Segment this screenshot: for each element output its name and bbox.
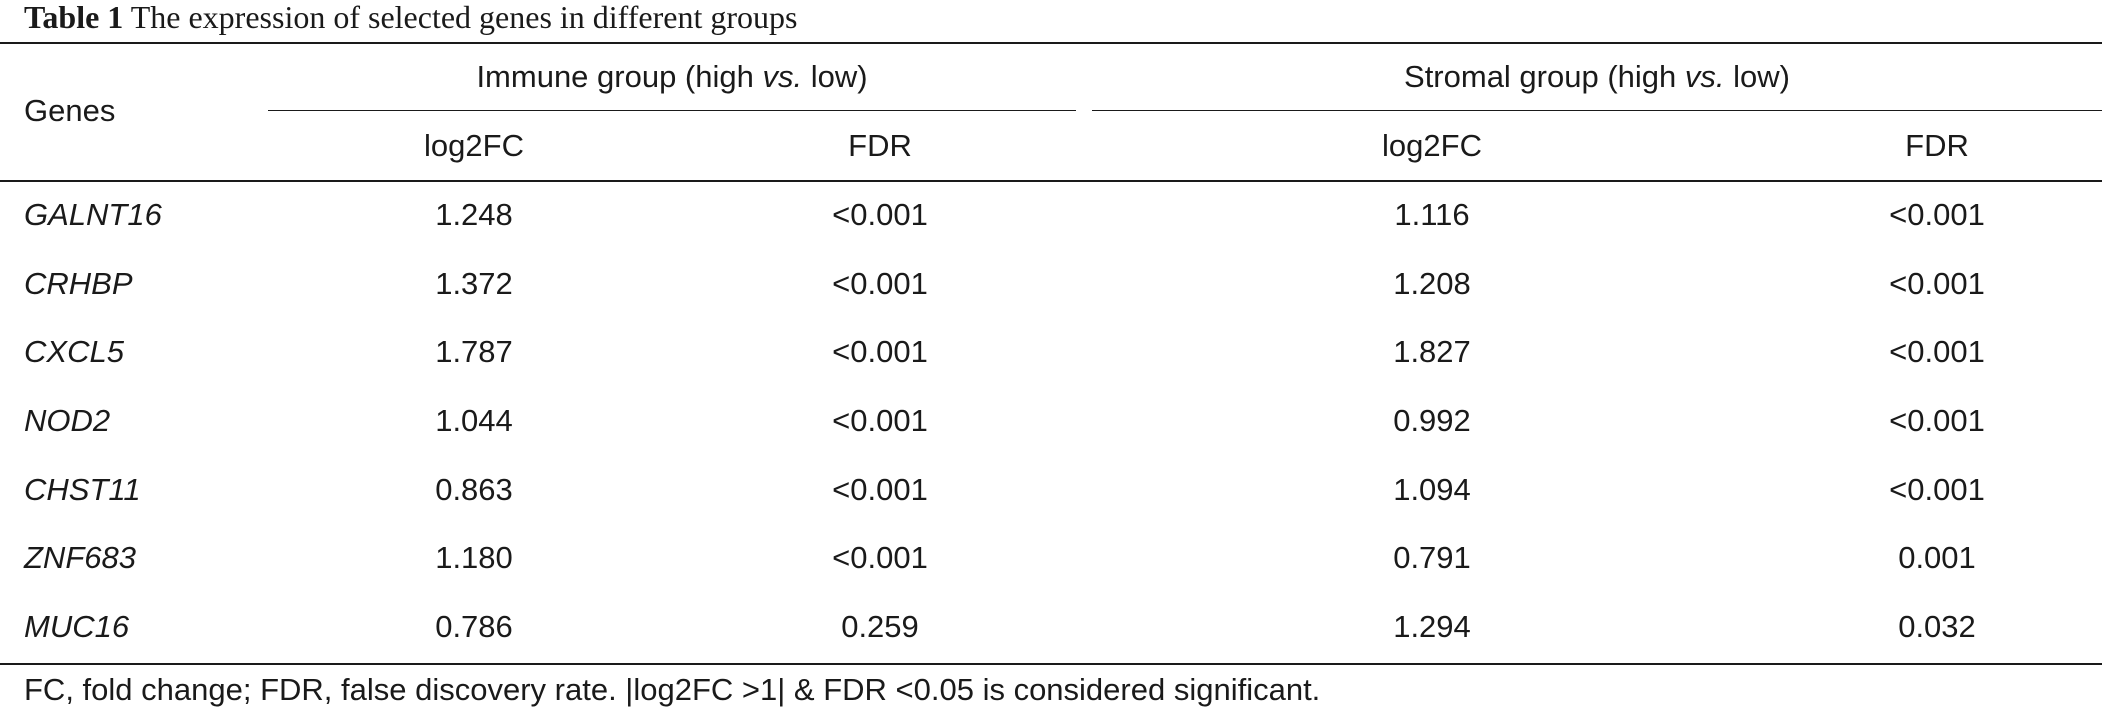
table-title: The expression of selected genes in diff… [130,0,798,35]
stromal-group-header: Stromal group (high vs. low) [1092,59,2102,95]
table-cell: 1.294 [1393,609,1471,644]
table-cell: 0.259 [841,609,919,644]
immune-group-name: Immune group (high [476,59,763,94]
table-row-gene: GALNT16 [24,197,162,232]
immune-group-vs: vs. [762,59,803,94]
table-cell: 0.791 [1393,540,1471,575]
table-cell: 1.208 [1393,266,1471,301]
table-footnote: FC, fold change; FDR, false discovery ra… [24,672,1321,707]
table-cell: 1.044 [435,403,513,438]
stromal-group-rule [1092,110,2102,111]
subheader-stromal-fdr: FDR [1905,128,1969,163]
top-rule [0,42,2102,44]
immune-group-suffix: low) [802,59,868,94]
subheader-stromal-log2fc: log2FC [1382,128,1482,163]
table-cell: 0.992 [1393,403,1471,438]
header-rule [0,180,2102,182]
table-cell: <0.001 [832,540,928,575]
table-row-gene: MUC16 [24,609,130,644]
table-cell: 1.248 [435,197,513,232]
table-row-gene: CXCL5 [24,334,124,369]
table-cell: 0.786 [435,609,513,644]
table-cell: 1.116 [1394,197,1470,232]
subheader-immune-log2fc: log2FC [424,128,524,163]
table-cell: 1.180 [435,540,513,575]
table-cell: <0.001 [1889,472,1985,507]
subheader-immune-fdr: FDR [848,128,912,163]
genes-column-header: Genes [24,93,116,128]
table-cell: <0.001 [832,403,928,438]
table-cell: 0.863 [435,472,513,507]
table-row-gene: ZNF683 [24,540,136,575]
table-cell: 1.372 [435,266,513,301]
table-cell: 1.827 [1393,334,1471,369]
immune-group-rule [268,110,1076,111]
stromal-group-vs: vs. [1684,59,1725,94]
table-cell: <0.001 [832,334,928,369]
table-row-gene: CHST11 [24,472,141,507]
table-cell: <0.001 [1889,197,1985,232]
stromal-group-suffix: low) [1724,59,1790,94]
table-cell: <0.001 [832,197,928,232]
table-cell: <0.001 [832,472,928,507]
table-cell: 0.032 [1898,609,1976,644]
stromal-group-name: Stromal group (high [1404,59,1685,94]
table-cell: <0.001 [832,266,928,301]
table-label: Table 1 [24,0,124,35]
table-cell: <0.001 [1889,266,1985,301]
bottom-rule [0,663,2102,665]
table-cell: <0.001 [1889,334,1985,369]
immune-group-header: Immune group (high vs. low) [268,59,1076,95]
table-cell: <0.001 [1889,403,1985,438]
table-cell: 1.094 [1393,472,1471,507]
table-caption: Table 1 The expression of selected genes… [24,0,797,40]
table-cell: 1.787 [435,334,513,369]
table-row-gene: NOD2 [24,403,111,438]
table-row-gene: CRHBP [24,266,133,301]
table-cell: 0.001 [1898,540,1976,575]
